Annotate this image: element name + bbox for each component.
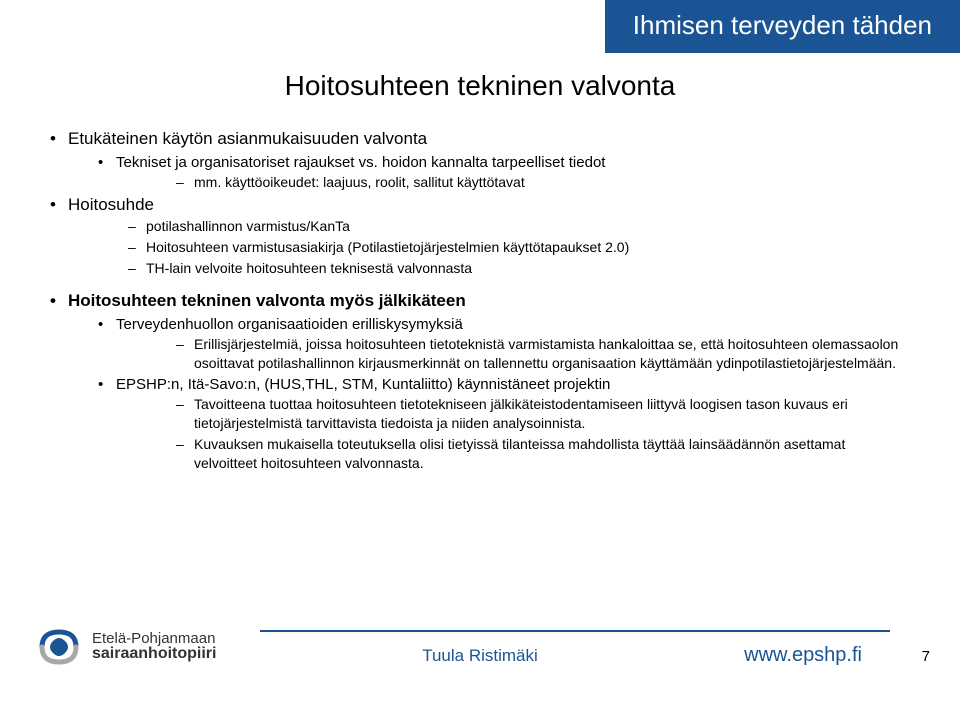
bullet-3-2-text: EPSHP:n, Itä-Savo:n, (HUS,THL, STM, Kunt… [116,376,610,393]
bullet-list: Etukäteinen käytön asianmukaisuuden valv… [50,128,910,278]
bullet-3-2-2: Kuvauksen mukaisella toteutuksella olisi… [116,435,910,473]
banner: Ihmisen terveyden tähden [605,0,960,53]
bullet-2-1: potilashallinnon varmistus/KanTa [68,217,910,236]
bullet-1-1-text: Tekniset ja organisatoriset rajaukset vs… [116,154,605,171]
bullet-1-text: Etukäteinen käytön asianmukaisuuden valv… [68,129,427,148]
bullet-2-text: Hoitosuhde [68,195,154,214]
bullet-1: Etukäteinen käytön asianmukaisuuden valv… [50,128,910,192]
bullet-1-1: Tekniset ja organisatoriset rajaukset vs… [68,153,910,192]
bullet-3-1-text: Terveydenhuollon organisaatioiden erilli… [116,316,463,333]
slide-content: Hoitosuhteen tekninen valvonta Etukätein… [50,70,910,474]
bullet-3-1-1: Erillisjärjestelmiä, joissa hoitosuhteen… [116,335,910,373]
slide-title: Hoitosuhteen tekninen valvonta [50,70,910,102]
bullet-1-1-1: mm. käyttöoikeudet: laajuus, roolit, sal… [116,173,910,192]
bullet-2: Hoitosuhde potilashallinnon varmistus/Ka… [50,194,910,278]
spacer [50,280,910,290]
bullet-3: Hoitosuhteen tekninen valvonta myös jälk… [50,290,910,473]
bullet-3-1: Terveydenhuollon organisaatioiden erilli… [68,315,910,373]
bullet-2-2: Hoitosuhteen varmistusasiakirja (Potilas… [68,238,910,257]
footer-divider [260,630,890,632]
bullet-3-2-1: Tavoitteena tuottaa hoitosuhteen tietote… [116,395,910,433]
bullet-2-3: TH-lain velvoite hoitosuhteen teknisestä… [68,259,910,278]
logo-text-line1: Etelä-Pohjanmaan [92,631,216,647]
bullet-list-2: Hoitosuhteen tekninen valvonta myös jälk… [50,290,910,473]
footer: Etelä-Pohjanmaan sairaanhoitopiiri Tuula… [0,630,960,702]
bullet-3-2: EPSHP:n, Itä-Savo:n, (HUS,THL, STM, Kunt… [68,375,910,473]
page-number: 7 [922,648,930,665]
footer-url: www.epshp.fi [744,644,862,667]
bullet-3-text: Hoitosuhteen tekninen valvonta myös jälk… [68,291,466,310]
